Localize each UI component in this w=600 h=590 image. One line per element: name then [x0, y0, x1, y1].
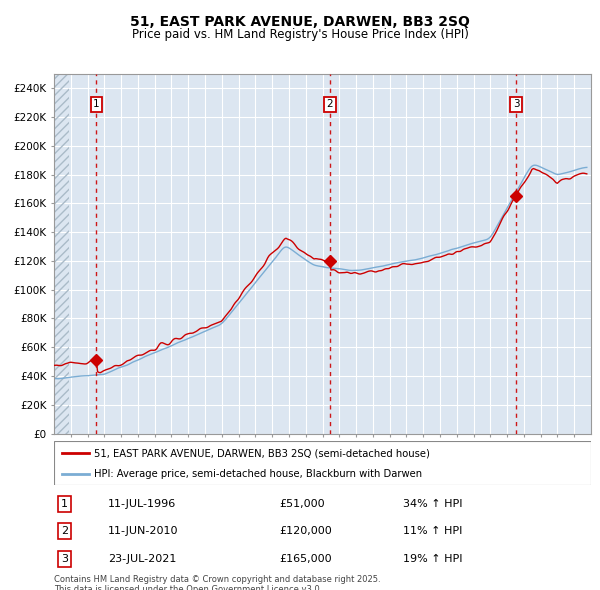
Text: 2: 2 — [326, 99, 333, 109]
Text: 1: 1 — [61, 499, 68, 509]
Text: 3: 3 — [513, 99, 520, 109]
Text: 51, EAST PARK AVENUE, DARWEN, BB3 2SQ: 51, EAST PARK AVENUE, DARWEN, BB3 2SQ — [130, 15, 470, 29]
Text: £165,000: £165,000 — [280, 553, 332, 563]
Text: £51,000: £51,000 — [280, 499, 325, 509]
Text: 23-JUL-2021: 23-JUL-2021 — [108, 553, 176, 563]
Text: 3: 3 — [61, 553, 68, 563]
FancyBboxPatch shape — [54, 441, 591, 485]
Text: 1: 1 — [93, 99, 100, 109]
Text: 11-JUL-1996: 11-JUL-1996 — [108, 499, 176, 509]
Text: Contains HM Land Registry data © Crown copyright and database right 2025.
This d: Contains HM Land Registry data © Crown c… — [54, 575, 380, 590]
Text: 34% ↑ HPI: 34% ↑ HPI — [403, 499, 463, 509]
Text: 2: 2 — [61, 526, 68, 536]
Text: 19% ↑ HPI: 19% ↑ HPI — [403, 553, 463, 563]
Text: 11% ↑ HPI: 11% ↑ HPI — [403, 526, 463, 536]
Text: 11-JUN-2010: 11-JUN-2010 — [108, 526, 178, 536]
Text: HPI: Average price, semi-detached house, Blackburn with Darwen: HPI: Average price, semi-detached house,… — [94, 469, 422, 479]
Text: 51, EAST PARK AVENUE, DARWEN, BB3 2SQ (semi-detached house): 51, EAST PARK AVENUE, DARWEN, BB3 2SQ (s… — [94, 448, 430, 458]
Text: Price paid vs. HM Land Registry's House Price Index (HPI): Price paid vs. HM Land Registry's House … — [131, 28, 469, 41]
Text: £120,000: £120,000 — [280, 526, 332, 536]
